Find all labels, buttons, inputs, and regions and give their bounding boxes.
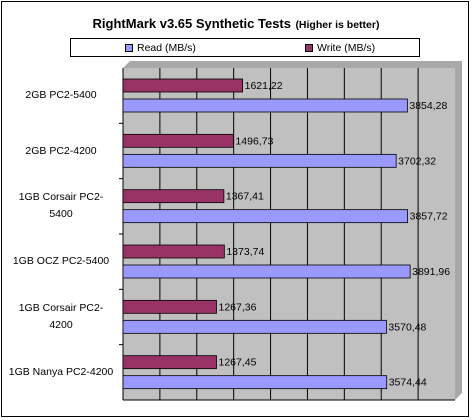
chart-title-text: RightMark v3.65 Synthetic Tests — [92, 16, 291, 31]
bar-read — [122, 209, 409, 224]
bar-write — [122, 78, 244, 93]
category-label-line: 1GB Corsair PC2- — [18, 302, 104, 314]
legend-label-write: Write (MB/s) — [317, 42, 376, 54]
bar-write — [122, 133, 234, 148]
data-label-read: 3702,32 — [398, 155, 436, 167]
bar-read — [122, 375, 388, 390]
data-label-write: 1267,45 — [219, 357, 257, 369]
category-label-line: 1GB Corsair PC2- — [18, 191, 104, 204]
data-label-read: 3570,48 — [388, 321, 426, 333]
category-label: 1GB Corsair PC2- 4200 — [3, 300, 119, 334]
data-label-write: 1367,41 — [226, 191, 264, 203]
data-label-read: 3854,28 — [409, 100, 447, 112]
data-label-write: 1496,73 — [235, 135, 273, 147]
legend-item-write: Write (MB/s) — [305, 42, 375, 54]
category-label-line: 4200 — [49, 319, 73, 331]
legend-swatch-write — [305, 44, 313, 52]
bar-read — [122, 319, 387, 334]
legend-swatch-read — [125, 44, 133, 52]
category-label: 1GB Nanya PC2-4200 — [3, 364, 119, 381]
chart-subtitle-text: (Higher is better) — [295, 19, 380, 31]
plot-top-face — [123, 61, 462, 68]
data-label-read: 3574,44 — [389, 377, 427, 389]
bar-read — [122, 264, 411, 279]
category-label: 2GB PC2-4200 — [3, 143, 119, 160]
legend-item-read: Read (MB/s) — [125, 42, 196, 54]
plot-side-face — [455, 61, 462, 400]
data-label-read: 3891,96 — [412, 266, 450, 278]
category-label-line: 5400 — [49, 208, 73, 221]
chart-title: RightMark v3.65 Synthetic Tests (Higher … — [2, 15, 470, 33]
bar-read — [122, 98, 408, 113]
category-label: 1GB OCZ PC2-5400 — [3, 253, 119, 270]
plot-background — [123, 68, 455, 400]
category-label-line: 1GB Nanya PC2-4200 — [8, 365, 114, 378]
category-label: 2GB PC2-5400 — [3, 87, 119, 104]
chart-legend: Read (MB/s) Write (MB/s) — [70, 38, 420, 57]
bar-write — [122, 299, 217, 314]
category-label-line: 1GB OCZ PC2-5400 — [12, 255, 110, 268]
data-label-write: 1267,36 — [219, 301, 257, 313]
bar-read — [122, 153, 397, 168]
category-label-line: 2GB PC2-5400 — [25, 89, 97, 102]
category-label-line: 2GB PC2-4200 — [25, 144, 97, 157]
bar-write — [122, 355, 217, 370]
category-label: 1GB Corsair PC2- 5400 — [3, 189, 119, 223]
data-label-read: 3857,72 — [410, 211, 448, 223]
bar-write — [122, 189, 225, 204]
legend-label-read: Read (MB/s) — [137, 42, 196, 54]
data-label-write: 1373,74 — [226, 246, 264, 258]
bar-write — [122, 244, 225, 259]
data-label-write: 1621,22 — [245, 80, 283, 92]
